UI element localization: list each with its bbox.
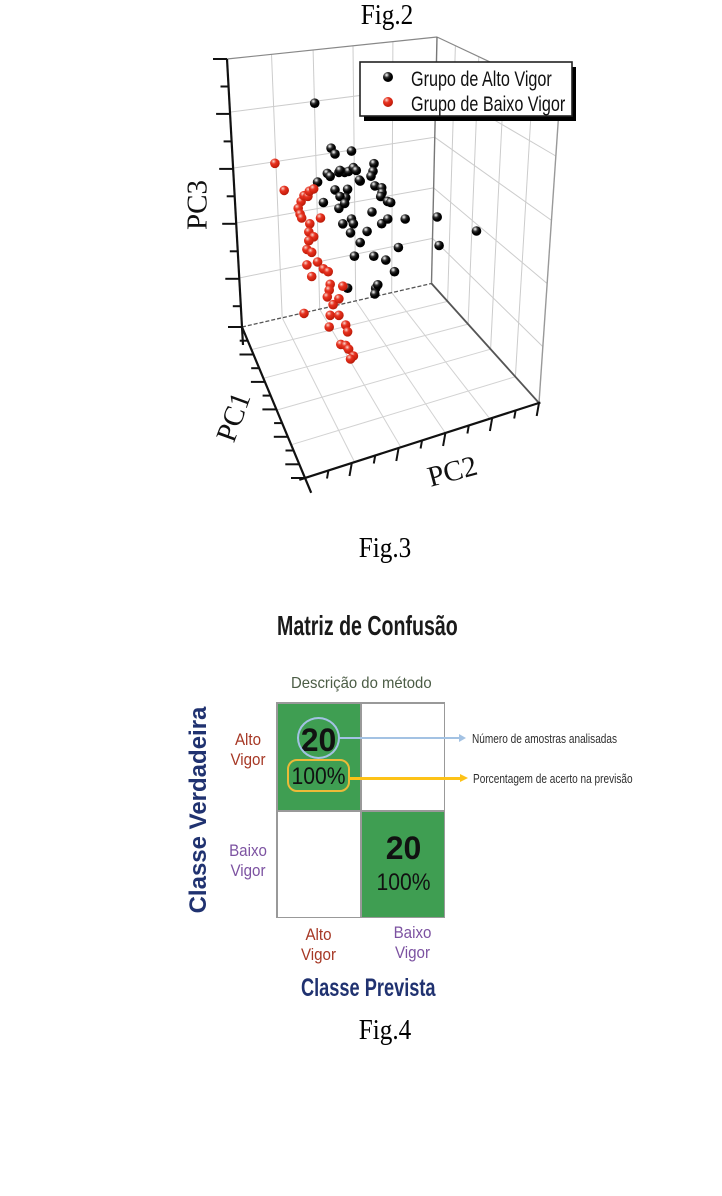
svg-text:Grupo de Alto Vigor: Grupo de Alto Vigor [411, 67, 552, 91]
svg-text:PC2: PC2 [424, 450, 481, 494]
svg-text:PC1: PC1 [210, 388, 257, 446]
svg-text:Grupo de Baixo Vigor: Grupo de Baixo Vigor [411, 92, 565, 116]
svg-text:PC3: PC3 [182, 180, 214, 230]
